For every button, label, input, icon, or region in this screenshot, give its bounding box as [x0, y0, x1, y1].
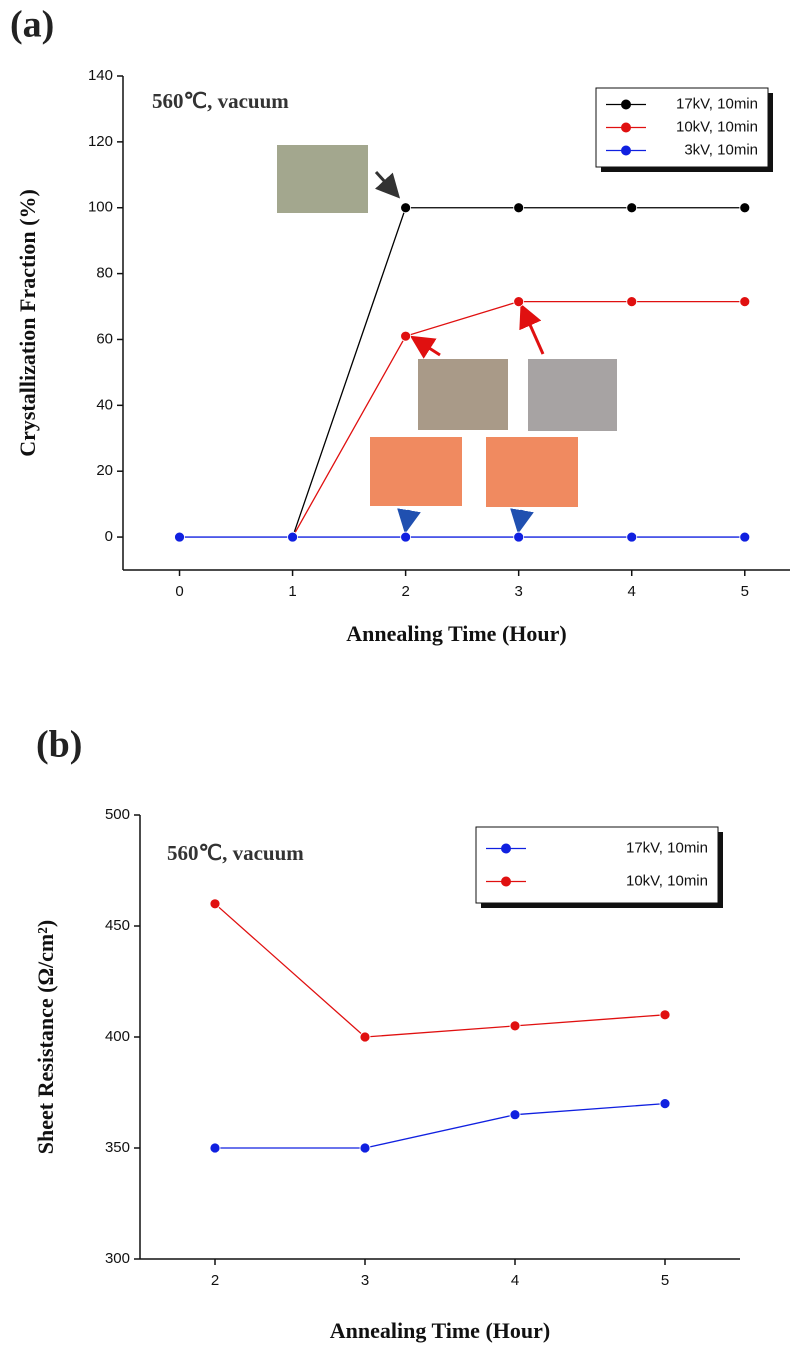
- y-tick-label: 400: [105, 1028, 130, 1045]
- annotation: 560℃, vacuum: [152, 89, 289, 113]
- legend-marker: [501, 843, 511, 854]
- x-tick-label: 1: [288, 583, 296, 600]
- y-axis-label: Crystallization Fraction (%): [15, 189, 40, 457]
- y-tick-label: 40: [96, 396, 113, 413]
- micrograph: [528, 359, 617, 431]
- data-point: [626, 531, 638, 543]
- panel-label: (a): [10, 4, 54, 46]
- data-point: [739, 296, 751, 307]
- annotation: 560℃, vacuum: [167, 841, 304, 865]
- x-tick-label: 4: [511, 1272, 519, 1289]
- data-point: [513, 531, 525, 543]
- y-tick-label: 450: [105, 917, 130, 934]
- arrow: [409, 335, 441, 359]
- arrow: [519, 303, 545, 355]
- legend-label: 17kV, 10min: [676, 95, 758, 112]
- y-tick-label: 140: [88, 67, 113, 84]
- arrow: [397, 508, 421, 534]
- legend-marker: [621, 122, 631, 133]
- x-tick-label: 2: [401, 583, 409, 600]
- legend-label: 3kV, 10min: [684, 141, 758, 158]
- y-tick-label: 80: [96, 265, 113, 282]
- x-tick-label: 0: [175, 583, 183, 600]
- data-point: [287, 531, 298, 543]
- data-point: [739, 531, 751, 543]
- micrograph: [418, 359, 508, 430]
- y-tick-label: 300: [105, 1250, 130, 1267]
- legend-label: 17kV, 10min: [626, 839, 708, 856]
- arrow: [510, 508, 534, 534]
- data-point: [400, 531, 412, 543]
- data-point: [509, 1020, 521, 1032]
- x-tick-label: 5: [741, 583, 749, 600]
- legend-marker: [501, 876, 511, 887]
- data-point: [359, 1031, 371, 1043]
- y-tick-label: 60: [96, 330, 113, 347]
- data-point: [626, 202, 638, 214]
- x-tick-label: 3: [515, 583, 523, 600]
- x-tick-label: 5: [661, 1272, 669, 1289]
- insets: [277, 145, 617, 534]
- legend-box: [475, 826, 719, 904]
- x-axis-label: Annealing Time (Hour): [330, 1318, 550, 1343]
- data-point: [659, 1098, 671, 1109]
- y-tick-label: 120: [88, 133, 113, 150]
- legend-label: 10kV, 10min: [676, 118, 758, 135]
- series-line: [215, 1102, 666, 1149]
- data-point: [359, 1142, 371, 1154]
- micrograph: [370, 437, 462, 506]
- data-point: [626, 296, 638, 307]
- data-point: [209, 898, 221, 910]
- legend-marker: [621, 99, 631, 110]
- legend-label: 10kV, 10min: [626, 872, 708, 889]
- y-tick-label: 350: [105, 1139, 130, 1156]
- data-point: [209, 1142, 221, 1154]
- legend-marker: [621, 145, 631, 156]
- data-point: [513, 202, 525, 214]
- y-tick-label: 500: [105, 806, 130, 823]
- y-tick-label: 20: [96, 462, 113, 479]
- data-point: [739, 202, 751, 214]
- micrograph: [277, 145, 368, 213]
- x-tick-label: 4: [628, 583, 636, 600]
- y-axis-label: Sheet Resistance (Ω/cm²): [33, 920, 58, 1154]
- micrograph: [486, 437, 578, 507]
- series-line: [214, 903, 666, 1038]
- data-point: [513, 296, 525, 307]
- y-tick-label: 0: [105, 528, 113, 545]
- arrow: [374, 170, 401, 199]
- panel-label: (b): [36, 724, 82, 766]
- y-tick-label: 100: [88, 199, 113, 216]
- x-tick-label: 3: [361, 1272, 369, 1289]
- data-point: [659, 1009, 671, 1021]
- data-point: [509, 1109, 521, 1121]
- x-tick-label: 2: [211, 1272, 219, 1289]
- data-point: [400, 202, 412, 214]
- x-axis-label: Annealing Time (Hour): [346, 621, 566, 646]
- data-point: [400, 330, 412, 342]
- data-point: [174, 531, 185, 543]
